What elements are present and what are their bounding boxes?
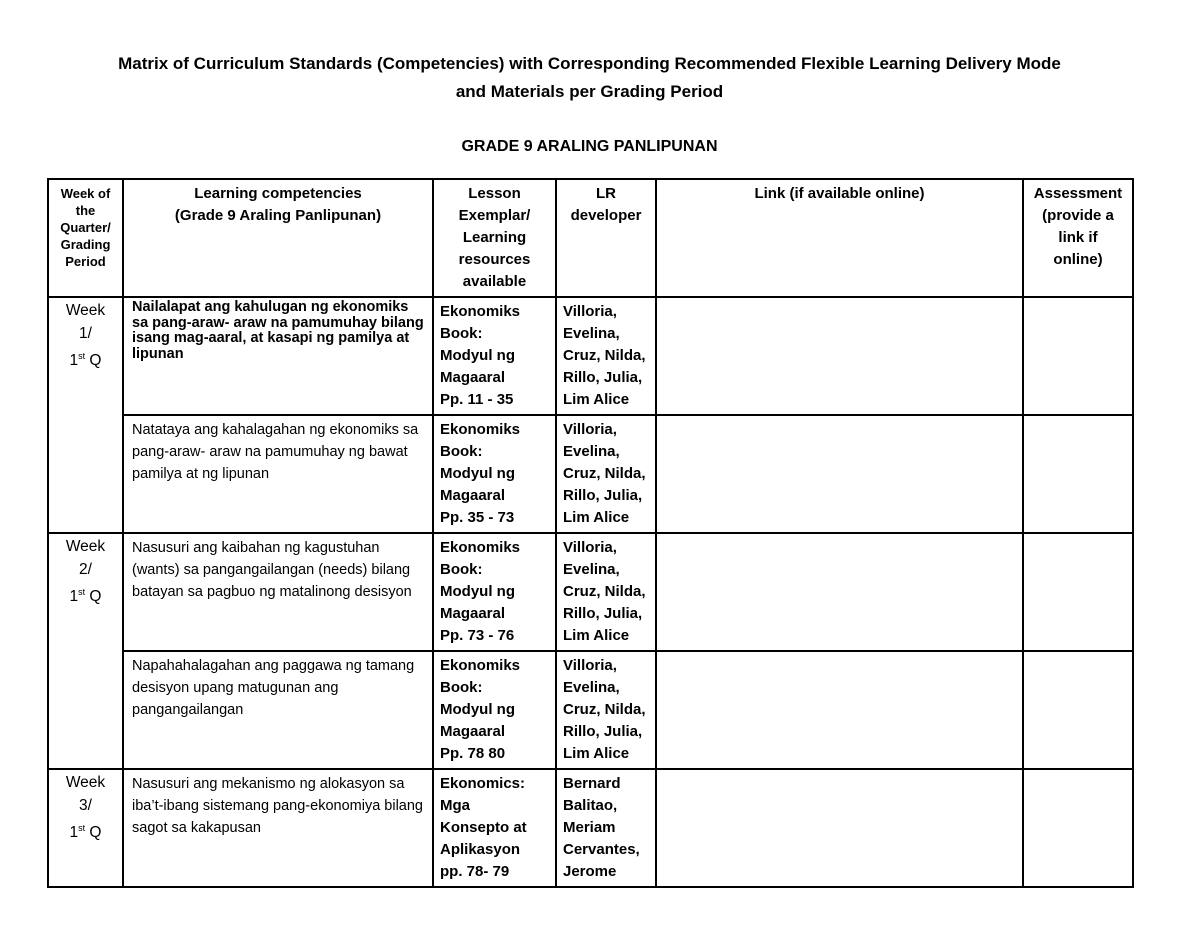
competency-cell: Natataya ang kahalagahan ng ekonomiks sa… <box>122 414 434 534</box>
lesson-exemplar-cell: Ekonomiks Book: Modyul ng Magaaral Pp. 73 - … <box>432 532 557 652</box>
header-lr-developer: LR developer <box>555 178 657 298</box>
competency-cell: Napahahalagahan ang paggawa ng tamang de… <box>122 650 434 770</box>
curriculum-matrix-table: Week of the Quarter/Grading Period Learning… <box>47 178 1134 888</box>
document-title: Matrix of Curriculum Standards (Competen… <box>47 50 1132 106</box>
table-row: Week 3/ 1st Q Nasusuri ang mekanismo ng … <box>47 768 1134 888</box>
week-cell-3: Week 3/ 1st Q <box>47 768 124 888</box>
lesson-exemplar-cell: Ekonomics: Mga Konsepto at Aplikasyon pp. 78… <box>432 768 557 888</box>
header-link: Link (if available online) <box>655 178 1024 298</box>
document-title-line1: Matrix of Curriculum Standards (Competen… <box>118 54 1061 73</box>
lesson-exemplar-cell: Ekonomiks Book: Modyul ng Magaaral Pp. 35 - … <box>432 414 557 534</box>
quarter-label: 1st Q <box>69 823 102 842</box>
quarter-label: 1st Q <box>69 587 102 606</box>
header-week-of-quarter: Week of the Quarter/Grading Period <box>47 178 124 298</box>
lr-developer-cell: Villoria, Evelina, Cruz, Nilda, Rillo, Juli… <box>555 650 657 770</box>
header-learning-competencies: Learning competencies (Grade 9 Araling Pa… <box>122 178 434 298</box>
document-page: Matrix of Curriculum Standards (Competen… <box>47 0 1134 888</box>
link-cell <box>655 414 1024 534</box>
assessment-cell <box>1022 768 1134 888</box>
competency-cell: Nailalapat ang kahulugan ng ekonomiks sa… <box>122 296 434 416</box>
week-number: 2/ <box>79 560 92 578</box>
table-header-row: Week of the Quarter/Grading Period Learning… <box>47 178 1134 298</box>
week-label: Week <box>65 774 106 791</box>
table-row: Natataya ang kahalagahan ng ekonomiks sa… <box>48 414 1134 534</box>
table-row: Napahahalagahan ang paggawa ng tamang de… <box>48 650 1134 770</box>
week-cell-1: Week 1/ 1st Q <box>47 296 124 534</box>
table-row: Week 2/ 1st Q Nasusuri ang kaibahan ng k… <box>47 532 1134 770</box>
header-lesson-exemplar: Lesson Exemplar/Learning resources availabl… <box>432 178 557 298</box>
document-title-line2: and Materials per Grading Period <box>455 82 724 101</box>
assessment-cell <box>1022 532 1134 652</box>
table-row: Week 1/ 1st Q Nailalapat ang kahulugan n… <box>47 296 1134 534</box>
competency-cell: Nasusuri ang mekanismo ng alokasyon sa i… <box>122 768 434 888</box>
header-assessment: Assessment (provide a link if online) <box>1022 178 1134 298</box>
lesson-exemplar-cell: Ekonomiks Book: Modyul ng Magaaral Pp. 11 - … <box>432 296 557 416</box>
quarter-label: 1st Q <box>69 351 102 370</box>
competency-cell: Nasusuri ang kaibahan ng kagustuhan (wan… <box>122 532 434 652</box>
week-label: Week <box>65 538 106 555</box>
link-cell <box>655 650 1024 770</box>
assessment-cell <box>1022 414 1134 534</box>
link-cell <box>655 532 1024 652</box>
lr-developer-cell: Villoria, Evelina, Cruz, Nilda, Rillo, Juli… <box>555 532 657 652</box>
week-number: 1/ <box>79 324 92 342</box>
lr-developer-cell: Villoria, Evelina, Cruz, Nilda, Rillo, Juli… <box>555 296 657 416</box>
week-cell-2: Week 2/ 1st Q <box>47 532 124 770</box>
grade-heading: GRADE 9 ARALING PANLIPUNAN <box>461 138 718 155</box>
assessment-cell <box>1022 296 1134 416</box>
lesson-exemplar-cell: Ekonomiks Book: Modyul ng Magaaral Pp. 78 80 <box>432 650 557 770</box>
assessment-cell <box>1022 650 1134 770</box>
link-cell <box>655 296 1024 416</box>
lr-developer-cell: Villoria, Evelina, Cruz, Nilda, Rillo, Juli… <box>555 414 657 534</box>
lr-developer-cell: Bernard Balitao, Meriam Cervantes, Jerome <box>555 768 657 888</box>
link-cell <box>655 768 1024 888</box>
week-label: Week <box>65 302 106 319</box>
week-number: 3/ <box>79 796 92 814</box>
